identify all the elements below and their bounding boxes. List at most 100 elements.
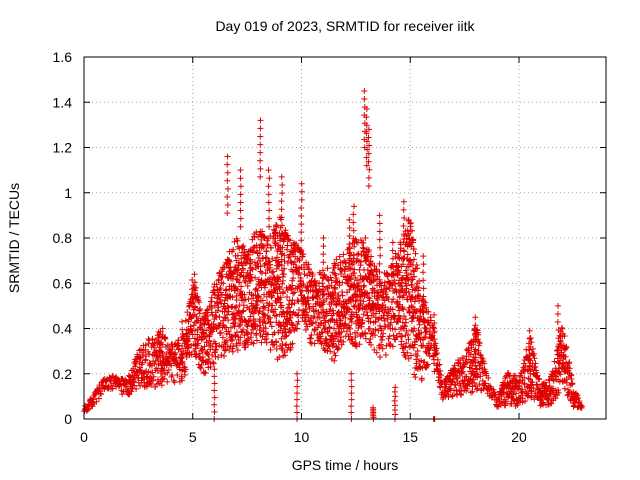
data-point	[201, 343, 208, 350]
data-point	[320, 283, 327, 290]
data-point	[237, 183, 244, 190]
data-point	[230, 343, 237, 350]
data-point	[249, 326, 256, 333]
data-point	[546, 376, 553, 383]
data-point	[237, 175, 244, 182]
data-point	[196, 307, 203, 314]
data-point	[233, 276, 240, 283]
data-point	[505, 372, 512, 379]
data-point	[389, 279, 396, 286]
data-point	[384, 316, 391, 323]
data-point	[474, 359, 481, 366]
data-point	[380, 330, 387, 337]
data-point	[265, 167, 272, 174]
data-point	[276, 284, 283, 291]
data-point	[354, 330, 361, 337]
x-axis-label: GPS time / hours	[292, 457, 399, 473]
data-point	[379, 333, 386, 340]
data-point	[430, 360, 437, 367]
data-point	[567, 372, 574, 379]
data-point	[365, 174, 372, 181]
data-point	[159, 349, 166, 356]
data-point	[261, 336, 268, 343]
data-point	[278, 251, 285, 258]
data-point	[241, 246, 248, 253]
data-point	[224, 193, 231, 200]
data-point	[291, 289, 298, 296]
data-point	[258, 236, 265, 243]
data-point	[372, 332, 379, 339]
data-point	[395, 251, 402, 258]
data-point	[119, 391, 126, 398]
data-point	[328, 300, 335, 307]
data-point	[198, 344, 205, 351]
data-point	[496, 398, 503, 405]
data-point	[257, 157, 264, 164]
data-point	[371, 346, 378, 353]
y-axis-label: SRMTID / TECUs	[6, 183, 22, 293]
data-point	[191, 303, 198, 310]
data-point	[555, 302, 562, 309]
data-point	[203, 327, 210, 334]
y-tick-label: 1.6	[53, 49, 73, 65]
data-point	[355, 250, 362, 257]
data-point	[278, 206, 285, 213]
data-point	[334, 346, 341, 353]
data-point	[561, 332, 568, 339]
data-point	[225, 317, 232, 324]
data-point	[309, 320, 316, 327]
data-point	[415, 287, 422, 294]
data-point	[240, 326, 247, 333]
data-point	[423, 304, 430, 311]
data-point	[526, 327, 533, 334]
data-point	[224, 311, 231, 318]
data-point	[465, 345, 472, 352]
data-point	[211, 380, 218, 387]
data-point	[313, 280, 320, 287]
data-point	[146, 337, 153, 344]
data-point	[400, 247, 407, 254]
data-point	[420, 301, 427, 308]
data-point	[359, 320, 366, 327]
data-point	[147, 378, 154, 385]
data-point	[209, 311, 216, 318]
data-point	[90, 395, 97, 402]
data-point	[554, 319, 561, 326]
data-point	[233, 329, 240, 336]
data-point	[260, 311, 267, 318]
y-tick-label: 1.2	[53, 140, 73, 156]
data-point	[400, 223, 407, 230]
data-point	[555, 359, 562, 366]
data-point	[275, 278, 282, 285]
data-point	[283, 294, 290, 301]
data-point	[403, 269, 410, 276]
data-point	[212, 346, 219, 353]
data-point	[528, 393, 535, 400]
data-point	[469, 388, 476, 395]
data-point	[224, 185, 231, 192]
data-point	[390, 296, 397, 303]
data-point	[203, 307, 210, 314]
data-point	[351, 266, 358, 273]
data-point	[320, 259, 327, 266]
data-point	[279, 329, 286, 336]
data-point	[526, 335, 533, 342]
data-point	[283, 332, 290, 339]
data-point	[278, 302, 285, 309]
data-point	[213, 325, 220, 332]
data-point	[289, 340, 296, 347]
data-point	[295, 306, 302, 313]
data-point	[283, 246, 290, 253]
data-point	[211, 366, 218, 373]
data-point	[237, 215, 244, 222]
data-point	[470, 341, 477, 348]
data-point	[494, 402, 501, 409]
data-point	[267, 261, 274, 268]
data-point	[554, 310, 561, 317]
data-point	[224, 343, 231, 350]
data-point	[393, 299, 400, 306]
data-point	[234, 347, 241, 354]
data-point	[385, 310, 392, 317]
data-point	[159, 365, 166, 372]
data-point	[273, 338, 280, 345]
